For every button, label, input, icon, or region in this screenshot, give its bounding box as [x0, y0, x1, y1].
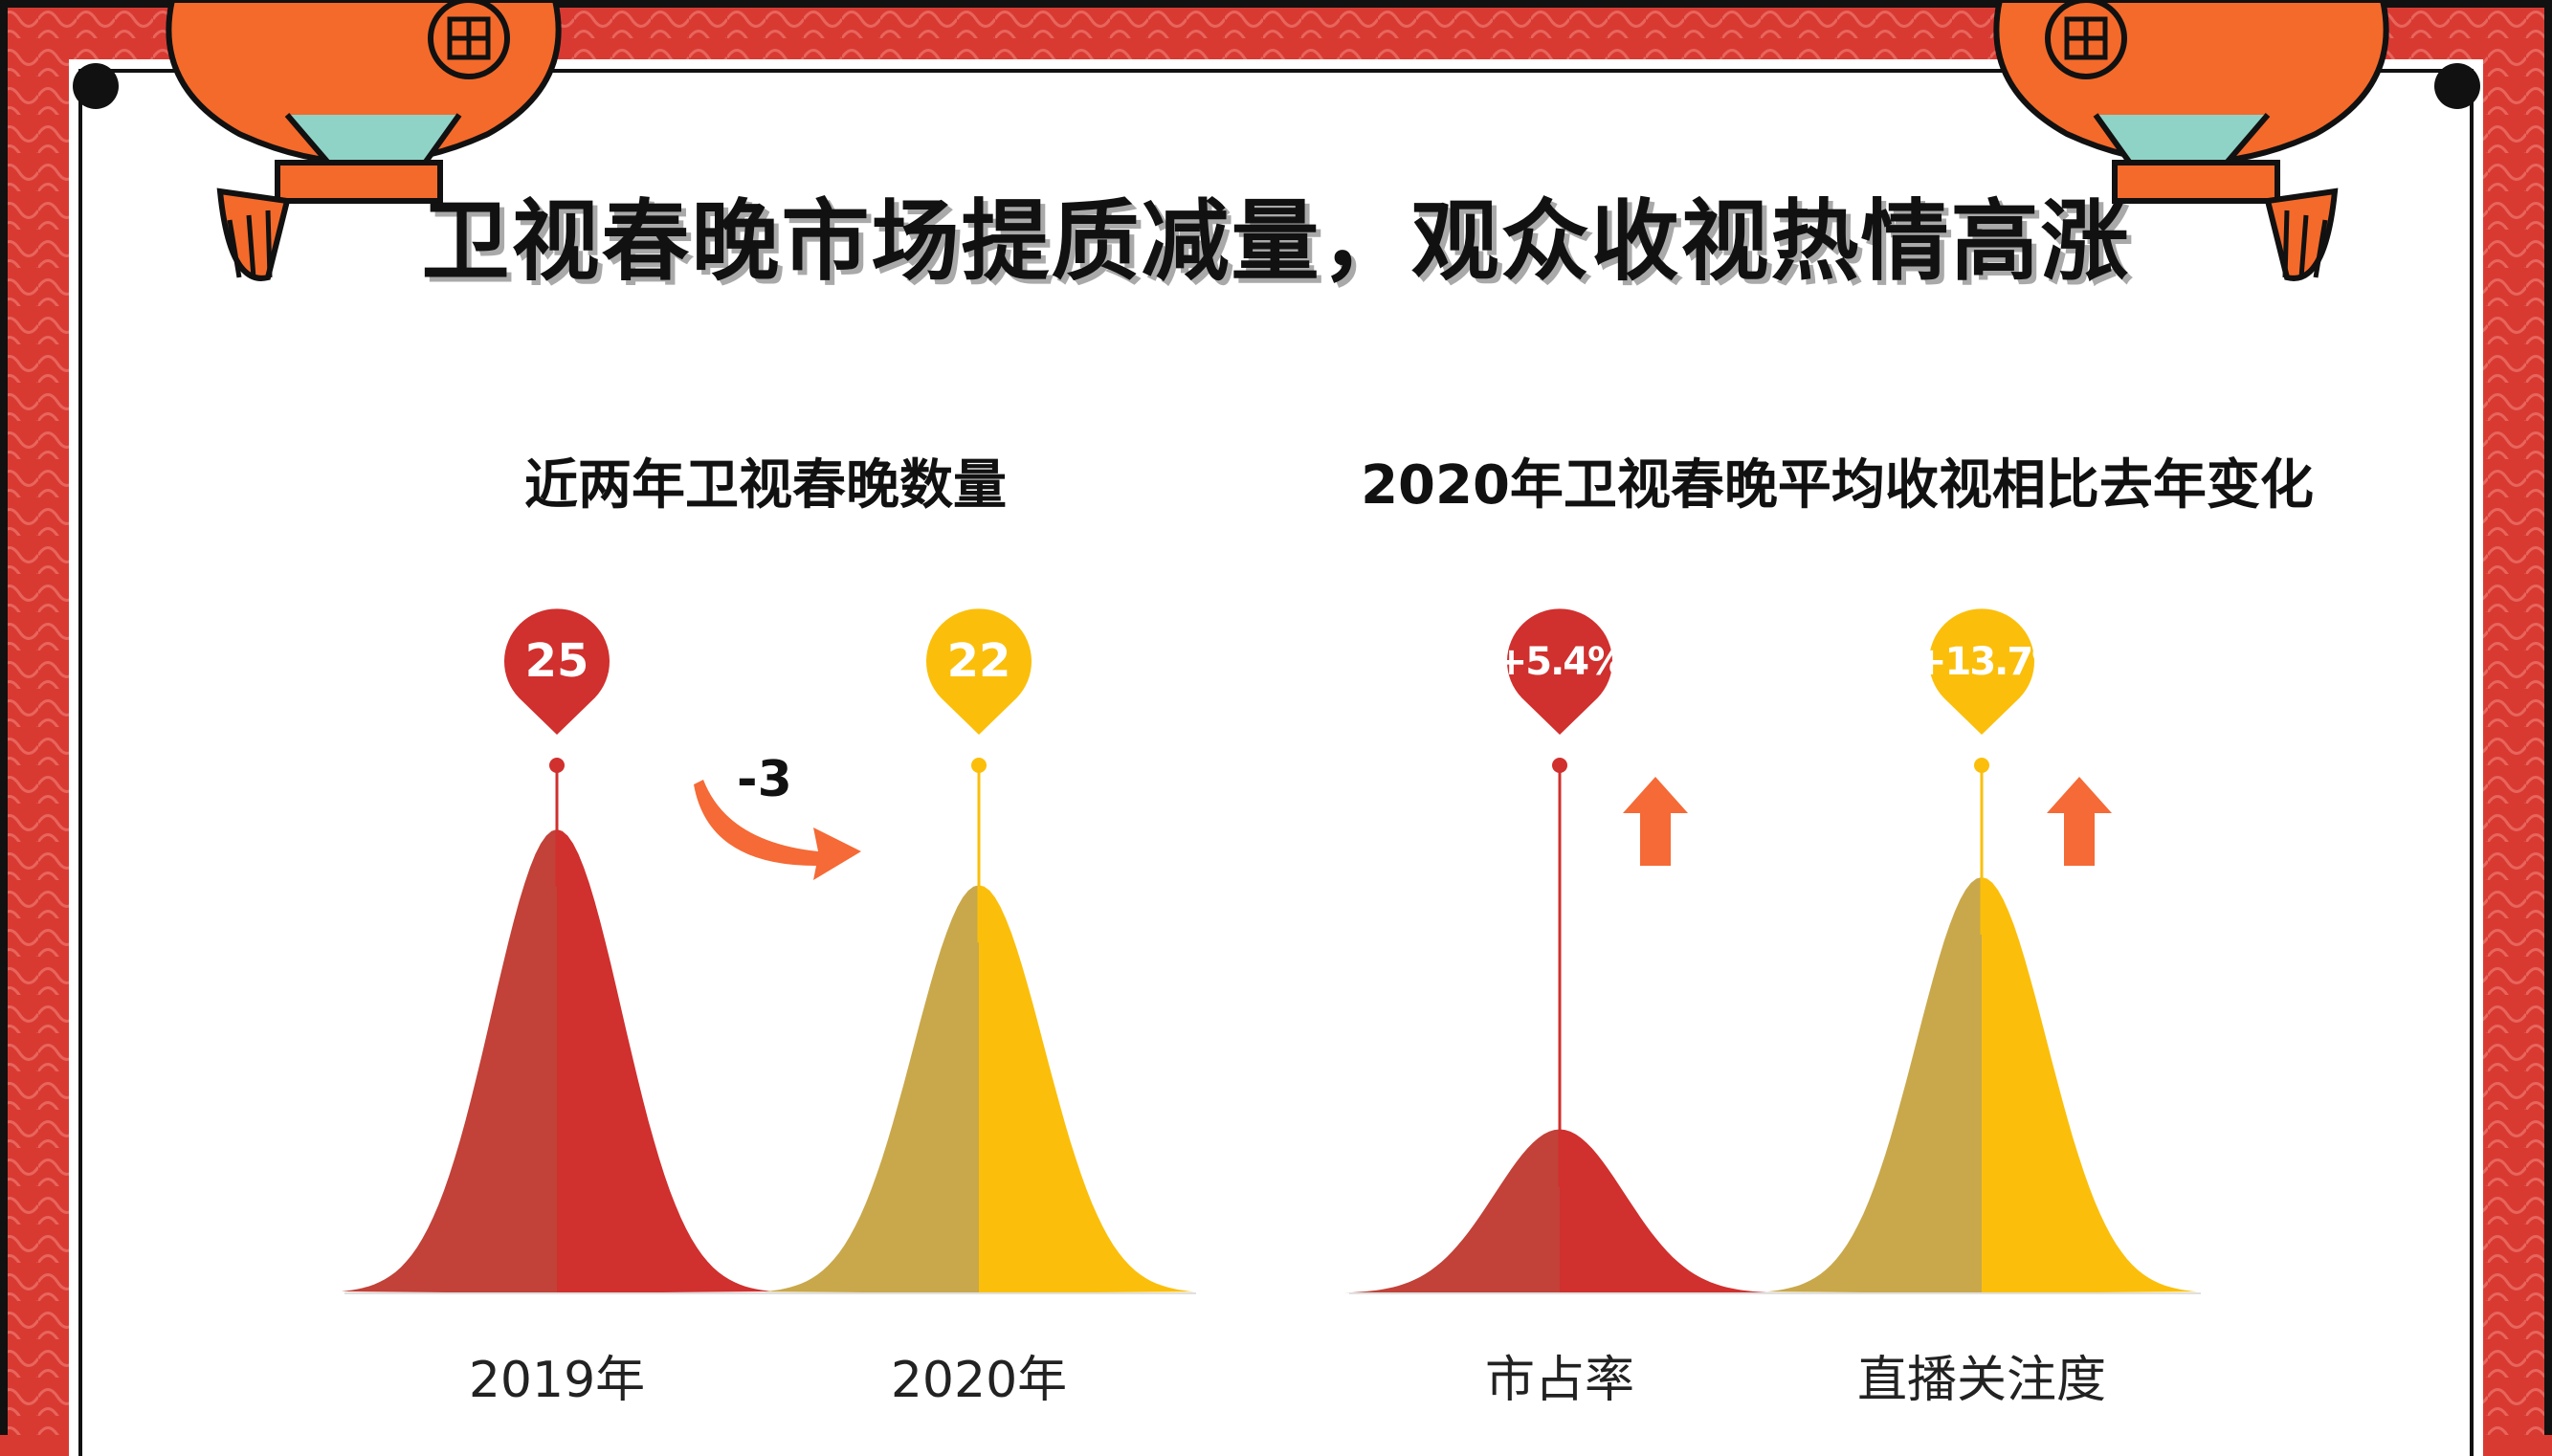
- leader-dot-0-1: [971, 758, 987, 773]
- lantern-left-icon: [166, 0, 562, 281]
- chart1-title: 近两年卫视春晚数量: [524, 454, 1007, 517]
- page-title: 卫视春晚市场提质减量，观众收视热情高涨: [421, 190, 2131, 293]
- x-label-market-share: 市占率: [1484, 1352, 1634, 1409]
- pin-value-live-attention: +13.7%: [1915, 640, 2070, 684]
- pin-value-2019: 25: [524, 634, 589, 688]
- bell-0-1-left: [764, 885, 979, 1293]
- decrease-arrow-icon: [694, 780, 861, 880]
- panel-border: [78, 69, 2474, 1456]
- bell-1-1-right: [1982, 877, 2197, 1293]
- bell-0-0-right: [557, 829, 772, 1293]
- pin-marker-0-1: [925, 608, 1032, 735]
- leader-dot-0-0: [549, 758, 565, 773]
- bell-1-0-left: [1344, 1129, 1560, 1293]
- pin-marker-1-1: [1929, 608, 2034, 735]
- leader-dot-1-1: [1974, 758, 1989, 773]
- rivet-left-icon: [73, 63, 119, 109]
- pin-marker-1-0: [1507, 608, 1612, 735]
- x-label-live-attention: 直播关注度: [1856, 1352, 2106, 1409]
- x-label-2019: 2019年: [468, 1352, 646, 1409]
- x-label-2020: 2020年: [890, 1352, 1068, 1409]
- rivet-right-icon: [2434, 63, 2480, 109]
- lantern-right-icon: [1993, 0, 2389, 281]
- delta-label: -3: [737, 751, 792, 808]
- up-arrow-live-attention-icon: [2047, 777, 2112, 866]
- chart2-title: 2020年卫视春晚平均收视相比去年变化: [1361, 454, 2314, 517]
- up-arrow-market-share-icon: [1623, 777, 1688, 866]
- bell-1-1-left: [1766, 877, 1982, 1293]
- pin-value-market-share: +5.4%: [1495, 640, 1626, 684]
- bell-1-0-right: [1560, 1129, 1775, 1293]
- leader-dot-1-0: [1552, 758, 1567, 773]
- pin-value-2020: 22: [946, 634, 1011, 688]
- bell-0-0-left: [342, 829, 557, 1293]
- pin-marker-0-0: [503, 608, 610, 735]
- bell-0-1-right: [979, 885, 1194, 1293]
